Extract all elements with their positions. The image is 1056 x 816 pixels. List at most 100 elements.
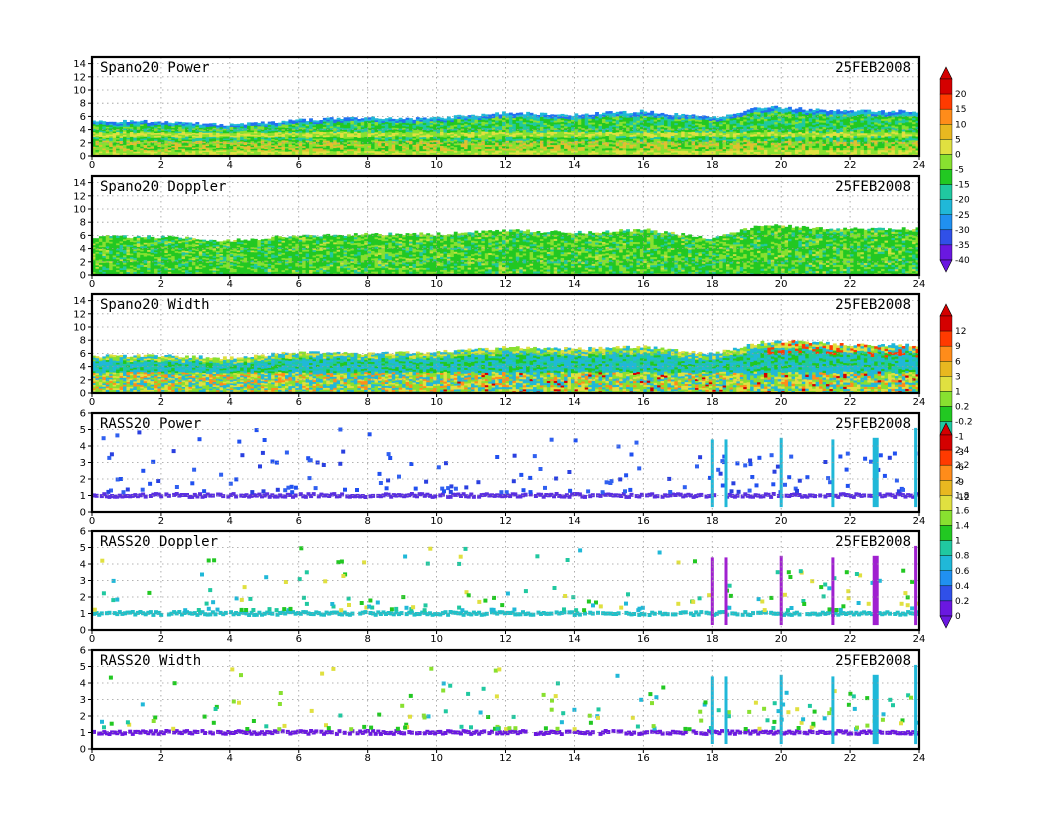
heatmap-cell xyxy=(340,132,344,135)
heatmap-cell xyxy=(350,125,355,128)
heatmap-cell xyxy=(312,120,317,123)
heatmap-cell xyxy=(570,119,575,122)
heatmap-cell xyxy=(209,148,214,151)
heatmap-cell xyxy=(794,136,799,140)
heatmap-cell xyxy=(512,125,517,128)
heatmap-cell xyxy=(781,147,786,150)
heatmap-cell xyxy=(646,114,651,117)
heatmap-cell xyxy=(267,135,272,138)
heatmap-cell xyxy=(484,129,489,132)
heatmap-cell xyxy=(419,140,424,143)
heatmap-cell xyxy=(343,119,348,122)
heatmap-cell xyxy=(557,137,562,140)
heatmap-cell xyxy=(608,139,613,143)
heatmap-cell xyxy=(743,123,748,126)
heatmap-cell xyxy=(526,111,531,115)
heatmap-cell xyxy=(612,152,617,155)
heatmap-cell xyxy=(746,149,751,153)
heatmap-cell xyxy=(481,134,486,138)
heatmap-cell xyxy=(812,126,817,130)
heatmap-cell xyxy=(288,119,293,122)
heatmap-cell xyxy=(581,150,586,153)
heatmap-cell xyxy=(191,131,196,133)
heatmap-cell xyxy=(471,133,475,136)
heatmap-cell xyxy=(488,139,493,142)
heatmap-cell xyxy=(160,140,165,143)
heatmap-cell xyxy=(784,136,789,139)
heatmap-cell xyxy=(305,136,310,139)
heatmap-cell xyxy=(433,123,437,127)
heatmap-cell xyxy=(312,125,317,128)
heatmap-cell xyxy=(477,141,482,144)
heatmap-cell xyxy=(147,130,151,133)
heatmap-cell xyxy=(284,127,289,130)
heatmap-cell xyxy=(522,123,527,127)
heatmap-cell xyxy=(846,143,851,147)
heatmap-cell xyxy=(777,127,782,130)
heatmap-cell xyxy=(619,135,624,139)
heatmap-cell xyxy=(564,137,568,140)
heatmap-cell xyxy=(198,147,203,150)
heatmap-cell xyxy=(867,128,872,132)
heatmap-cell xyxy=(126,143,131,146)
heatmap-cell xyxy=(598,133,603,136)
heatmap-cell xyxy=(677,133,682,136)
heatmap-cell xyxy=(284,140,289,143)
heatmap-cell xyxy=(367,140,372,143)
heatmap-cell xyxy=(805,145,810,149)
heatmap-cell xyxy=(422,136,427,139)
heatmap-cell xyxy=(209,127,214,130)
heatmap-cell xyxy=(746,147,751,151)
heatmap-cell xyxy=(763,145,768,148)
heatmap-cell xyxy=(853,141,858,145)
heatmap-cell xyxy=(116,127,120,129)
heatmap-cell xyxy=(770,137,775,141)
heatmap-cell xyxy=(670,117,675,120)
heatmap-cell xyxy=(519,140,524,143)
heatmap-cell xyxy=(746,141,751,144)
heatmap-cell xyxy=(357,145,362,148)
heatmap-cell xyxy=(419,123,424,126)
heatmap-cell xyxy=(464,116,468,119)
heatmap-cell xyxy=(543,124,548,127)
heatmap-cell xyxy=(371,127,375,130)
heatmap-cell xyxy=(343,133,348,136)
heatmap-cell xyxy=(391,123,396,127)
heatmap-cell xyxy=(343,138,348,141)
heatmap-cell xyxy=(484,142,489,146)
heatmap-cell xyxy=(536,118,541,121)
heatmap-cell xyxy=(788,138,792,141)
heatmap-cell xyxy=(98,144,103,147)
heatmap-cell xyxy=(853,143,858,147)
heatmap-cell xyxy=(326,119,331,122)
heatmap-cell xyxy=(112,124,117,127)
heatmap-cell xyxy=(601,124,606,127)
heatmap-cell xyxy=(491,115,496,119)
heatmap-cell xyxy=(171,136,176,139)
heatmap-cell xyxy=(688,148,692,151)
heatmap-cell xyxy=(691,148,696,151)
heatmap-cell xyxy=(191,142,196,145)
heatmap-cell xyxy=(515,134,520,137)
heatmap-cell xyxy=(112,146,117,149)
heatmap-cell xyxy=(667,116,672,120)
heatmap-cell xyxy=(202,139,207,142)
heatmap-cell xyxy=(550,116,555,119)
heatmap-cell xyxy=(388,150,393,153)
heatmap-cell xyxy=(405,136,410,139)
heatmap-cell xyxy=(529,112,534,116)
heatmap-cell xyxy=(467,115,472,118)
heatmap-cell xyxy=(512,150,517,153)
heatmap-cell xyxy=(95,124,100,127)
heatmap-cell xyxy=(150,137,155,140)
heatmap-cell xyxy=(250,137,255,140)
heatmap-cell xyxy=(140,133,145,136)
heatmap-cell xyxy=(622,127,627,130)
heatmap-cell xyxy=(112,134,117,137)
heatmap-cell xyxy=(695,121,699,124)
heatmap-cell xyxy=(488,137,493,140)
heatmap-cell xyxy=(95,145,100,147)
heatmap-cell xyxy=(639,132,644,136)
heatmap-cell xyxy=(729,146,734,149)
heatmap-cell xyxy=(681,148,686,151)
